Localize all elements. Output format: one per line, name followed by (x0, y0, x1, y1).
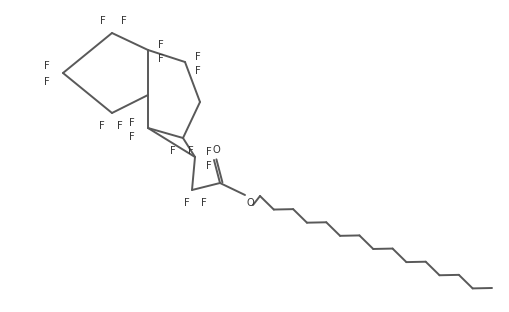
Text: F: F (170, 146, 176, 156)
Text: F: F (121, 16, 127, 26)
Text: F: F (195, 52, 201, 62)
Text: F: F (44, 77, 50, 87)
Text: F: F (188, 146, 193, 156)
Text: F: F (201, 198, 207, 208)
Text: F: F (158, 54, 163, 64)
Text: F: F (206, 161, 211, 171)
Text: F: F (44, 61, 50, 71)
Text: F: F (184, 198, 189, 208)
Text: O: O (212, 145, 219, 155)
Text: F: F (195, 66, 201, 76)
Text: F: F (158, 40, 163, 50)
Text: O: O (246, 198, 253, 208)
Text: F: F (100, 16, 106, 26)
Text: F: F (99, 121, 105, 131)
Text: F: F (206, 147, 211, 157)
Text: F: F (129, 132, 134, 142)
Text: F: F (129, 118, 134, 128)
Text: F: F (117, 121, 123, 131)
